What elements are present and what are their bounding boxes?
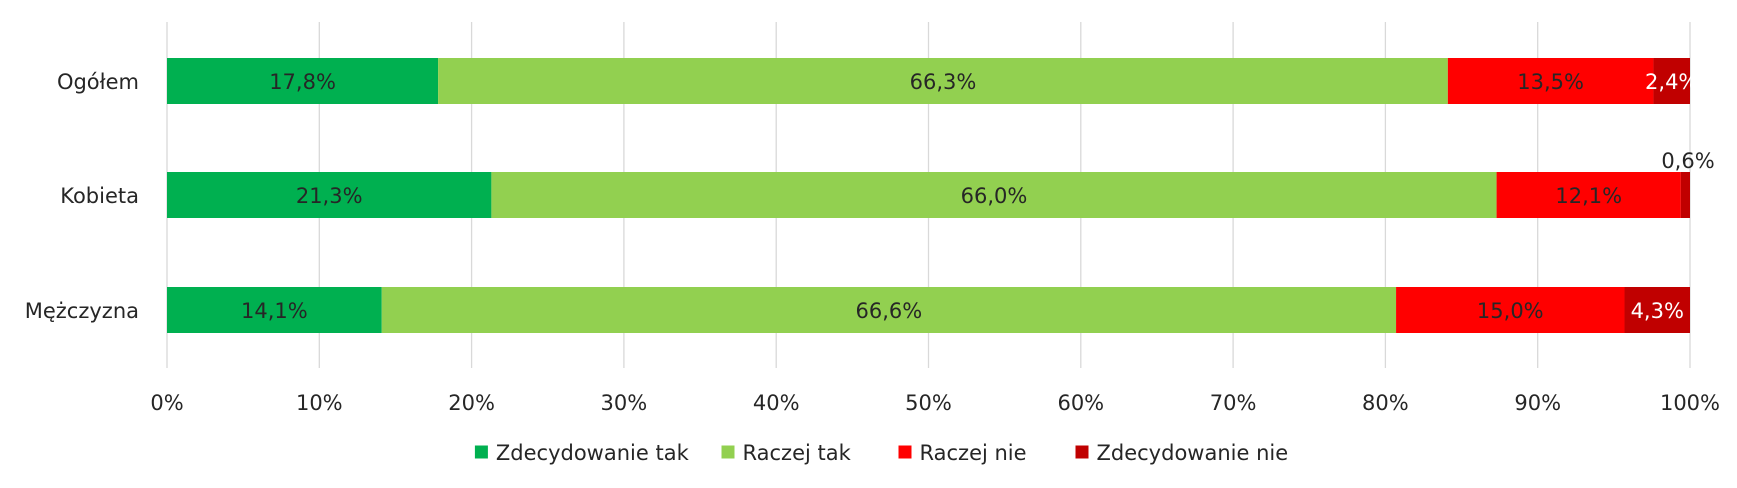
legend-label: Zdecydowanie tak xyxy=(496,441,690,465)
x-tick-label: 100% xyxy=(1660,391,1720,415)
bar-kobieta-raczej-tak xyxy=(491,172,1497,218)
data-label-ogolem-raczej-tak: 66,3% xyxy=(910,70,977,94)
x-tick-label: 90% xyxy=(1514,391,1561,415)
data-label-kobieta-raczej-nie: 12,1% xyxy=(1555,184,1622,208)
category-labels: Ogółem Kobieta Mężczyzna xyxy=(25,70,139,323)
bar-kobieta-raczej-nie xyxy=(1496,172,1681,218)
category-label-mezczyzna: Mężczyzna xyxy=(25,299,139,323)
bar-mezczyzna-raczej-nie xyxy=(1396,287,1625,333)
category-label-ogolem: Ogółem xyxy=(57,70,139,94)
legend-item-raczej-nie: Raczej nie xyxy=(898,441,1027,465)
x-tick-label: 50% xyxy=(905,391,952,415)
legend-swatch xyxy=(474,445,488,459)
data-label-mezczyzna-raczej-nie: 15,0% xyxy=(1477,299,1544,323)
bar-kobieta-zdecydowanie-tak xyxy=(167,172,492,218)
data-label-kobieta-zdecydowanie-tak: 21,3% xyxy=(296,184,363,208)
data-label-ogolem-raczej-nie: 13,5% xyxy=(1517,70,1584,94)
x-tick-label: 60% xyxy=(1057,391,1104,415)
x-tick-label: 10% xyxy=(296,391,343,415)
bar-kobieta-zdecydowanie-nie xyxy=(1680,172,1690,218)
legend-item-zdecydowanie-nie: Zdecydowanie nie xyxy=(1075,441,1289,465)
bar-ogolem-raczej-nie xyxy=(1447,58,1654,104)
x-tick-label: 0% xyxy=(150,391,183,415)
legend-item-raczej-tak: Raczej tak xyxy=(721,441,852,465)
bars: 17,8% 66,3% 13,5% 2,4% 21,3% 66,0% 12,1% 0,6% 14… xyxy=(167,58,1715,333)
data-label-mezczyzna-zdecydowanie-nie: 4,3% xyxy=(1631,299,1684,323)
legend-label: Raczej tak xyxy=(743,441,852,465)
legend: Zdecydowanie tak Raczej tak Raczej nie Zdec… xyxy=(474,441,1289,465)
x-tick-label: 70% xyxy=(1210,391,1257,415)
legend-swatch xyxy=(721,445,735,459)
x-tick-label: 80% xyxy=(1362,391,1409,415)
bar-mezczyzna-raczej-tak xyxy=(381,287,1397,333)
x-tick-label: 20% xyxy=(448,391,495,415)
x-tick-label: 40% xyxy=(753,391,800,415)
data-label-ogolem-zdecydowanie-tak: 17,8% xyxy=(269,70,336,94)
bar-mezczyzna-zdecydowanie-nie xyxy=(1624,287,1690,333)
category-label-kobieta: Kobieta xyxy=(60,184,139,208)
data-label-kobieta-raczej-tak: 66,0% xyxy=(961,184,1028,208)
bar-ogolem-raczej-tak xyxy=(438,58,1448,104)
legend-label: Raczej nie xyxy=(920,441,1027,465)
data-label-mezczyzna-raczej-tak: 66,6% xyxy=(856,299,923,323)
bar-ogolem-zdecydowanie-nie xyxy=(1653,58,1690,104)
legend-item-zdecydowanie-tak: Zdecydowanie tak xyxy=(474,441,690,465)
data-label-kobieta-zdecydowanie-nie: 0,6% xyxy=(1661,149,1714,173)
legend-swatch xyxy=(898,445,912,459)
x-axis-tick-labels: 0% 10% 20% 30% 40% 50% 60% 70% 80% 90% 100% xyxy=(150,391,1720,415)
bar-mezczyzna-zdecydowanie-tak xyxy=(167,287,382,333)
legend-label: Zdecydowanie nie xyxy=(1097,441,1289,465)
data-label-ogolem-zdecydowanie-nie: 2,4% xyxy=(1645,70,1698,94)
x-tick-label: 30% xyxy=(601,391,648,415)
legend-swatch xyxy=(1075,445,1089,459)
data-label-mezczyzna-zdecydowanie-tak: 14,1% xyxy=(241,299,308,323)
bar-ogolem-zdecydowanie-tak xyxy=(167,58,439,104)
